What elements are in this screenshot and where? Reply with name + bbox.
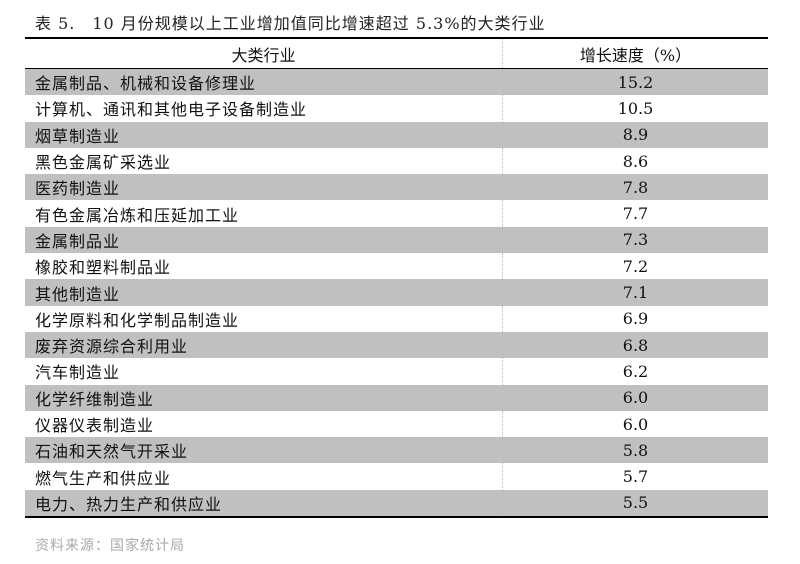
growth-cell: 15.2 — [502, 68, 768, 96]
industry-cell: 黑色金属矿采选业 — [25, 147, 503, 175]
industry-cell: 石油和天然气开采业 — [25, 437, 503, 464]
header-industry: 大类行业 — [25, 38, 503, 69]
growth-cell: 7.1 — [502, 279, 768, 306]
table-row: 金属制品、机械和设备修理业 15.2 — [25, 68, 768, 96]
table-row: 其他制造业 7.1 — [25, 279, 768, 306]
growth-cell: 6.2 — [622, 361, 649, 381]
industry-cell: 金属制品、机械和设备修理业 — [25, 68, 503, 96]
industry-cell: 金属制品业 — [25, 226, 503, 254]
industry-growth-table: 大类行业 增长速度（%） 金属制品、机械和设备修理业 15.2 计算机、通讯和其他电… — [25, 37, 768, 519]
industry-cell: 电力、热力生产和供应业 — [25, 489, 503, 518]
industry-cell: 燃气生产和供应业 — [25, 463, 503, 490]
growth-cell: 7.2 — [622, 256, 649, 276]
industry-cell: 汽车制造业 — [25, 358, 503, 385]
growth-cell: 5.7 — [622, 467, 649, 487]
industry-cell: 化学原料和化学制品制造业 — [25, 305, 503, 332]
table-row: 黑色金属矿采选业 8.6 — [25, 147, 768, 175]
table-row: 化学原料和化学制品制造业 6.9 — [25, 305, 768, 332]
industry-cell: 计算机、通讯和其他电子设备制造业 — [25, 95, 503, 122]
table-row: 废弃资源综合利用业 6.8 — [25, 331, 768, 359]
industry-cell: 仪器仪表制造业 — [25, 410, 503, 438]
table-row: 金属制品业 7.3 — [25, 226, 768, 254]
table-row: 橡胶和塑料制品业 7.2 — [25, 253, 768, 280]
growth-cell: 10.5 — [617, 98, 654, 118]
table-row: 仪器仪表制造业 6.0 — [25, 410, 768, 438]
industry-cell: 废弃资源综合利用业 — [25, 331, 503, 359]
industry-cell: 橡胶和塑料制品业 — [25, 253, 503, 280]
table-row: 有色金属冶炼和压延加工业 7.7 — [25, 200, 768, 227]
table-row: 医药制造业 7.8 — [25, 174, 768, 201]
header-growth: 增长速度（%） — [502, 38, 768, 69]
growth-cell: 5.8 — [502, 437, 768, 464]
table-row: 化学纤维制造业 6.0 — [25, 384, 768, 411]
growth-cell: 5.5 — [502, 489, 768, 518]
growth-cell: 6.8 — [502, 331, 768, 359]
table-row: 燃气生产和供应业 5.7 — [25, 463, 768, 490]
header-row: 大类行业 增长速度（%） — [25, 38, 768, 69]
growth-cell: 8.9 — [502, 121, 768, 148]
table-row: 汽车制造业 6.2 — [25, 358, 768, 385]
industry-cell: 化学纤维制造业 — [25, 384, 503, 411]
table-row: 石油和天然气开采业 5.8 — [25, 437, 768, 464]
industry-cell: 其他制造业 — [25, 279, 503, 306]
industry-cell: 医药制造业 — [25, 174, 503, 201]
growth-cell: 8.6 — [622, 151, 649, 171]
growth-cell: 7.7 — [622, 204, 649, 224]
industry-cell: 有色金属冶炼和压延加工业 — [25, 200, 503, 227]
table-title: 表 5. 10 月份规模以上工业增加值同比增速超过 5.3%的大类行业 — [35, 14, 546, 33]
table-row: 电力、热力生产和供应业 5.5 — [25, 489, 768, 518]
growth-cell: 6.0 — [502, 384, 768, 411]
growth-cell: 7.3 — [502, 226, 768, 254]
growth-cell: 6.0 — [622, 414, 649, 434]
table-row: 计算机、通讯和其他电子设备制造业 10.5 — [25, 95, 768, 122]
source-note: 资料来源：国家统计局 — [35, 538, 185, 554]
growth-cell: 6.9 — [622, 309, 649, 329]
table-row: 烟草制造业 8.9 — [25, 121, 768, 148]
growth-cell: 7.8 — [502, 174, 768, 201]
industry-cell: 烟草制造业 — [25, 121, 503, 148]
